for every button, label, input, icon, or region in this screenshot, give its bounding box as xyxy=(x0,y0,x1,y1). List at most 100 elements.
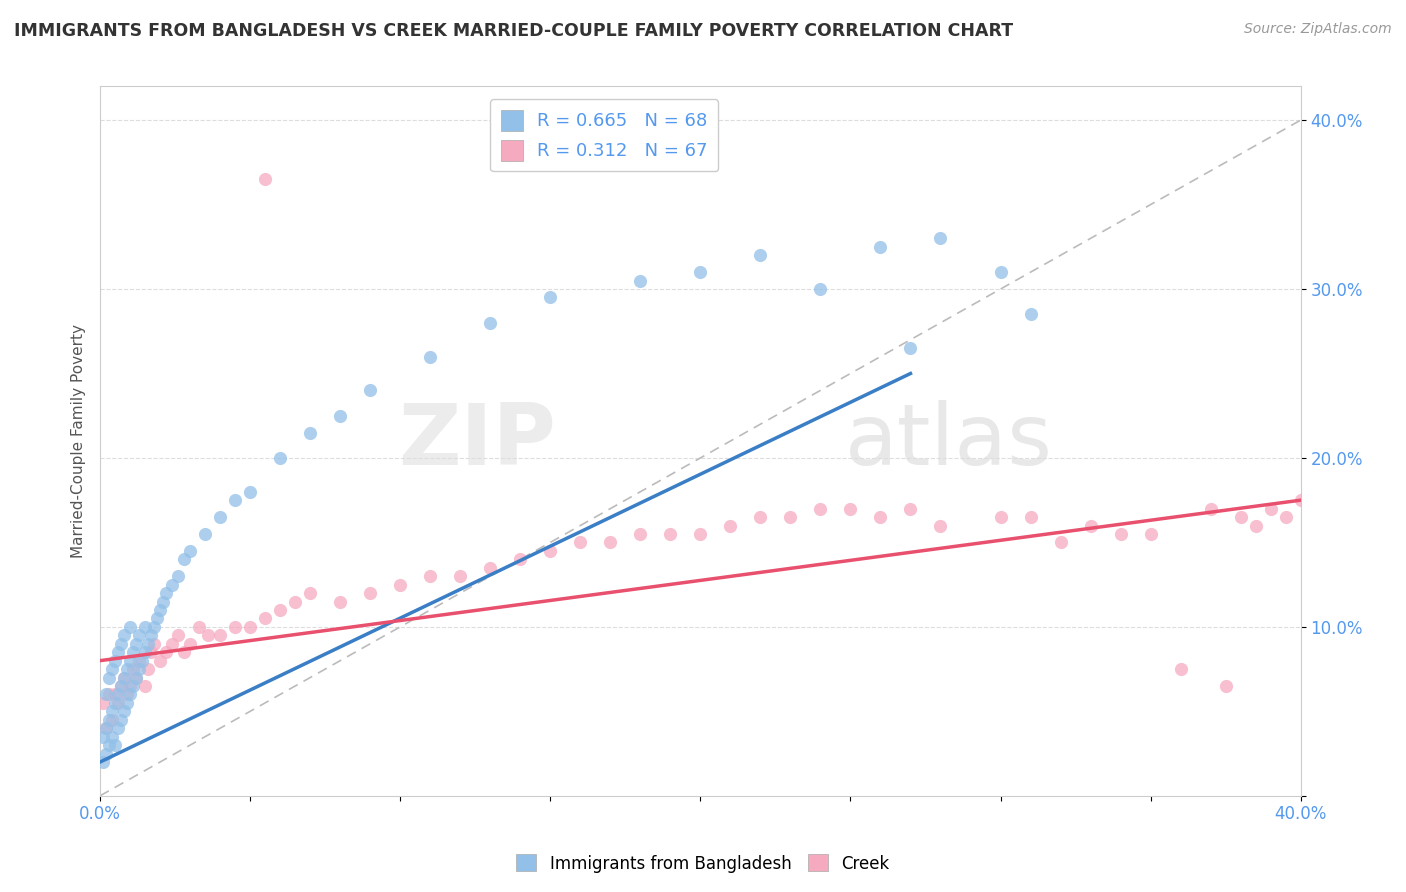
Point xyxy=(254,611,277,625)
Point xyxy=(125,637,148,651)
Point xyxy=(120,654,142,668)
Point xyxy=(136,662,159,676)
Point xyxy=(179,544,201,558)
Point xyxy=(141,645,163,659)
Point xyxy=(128,654,150,668)
Point xyxy=(810,501,832,516)
Point xyxy=(509,552,531,566)
Point xyxy=(1215,679,1237,693)
Point xyxy=(749,510,772,524)
Point xyxy=(155,586,177,600)
Point xyxy=(1229,510,1251,524)
Point xyxy=(869,510,891,524)
Point xyxy=(101,704,124,718)
Point xyxy=(94,721,117,735)
Point xyxy=(112,704,135,718)
Point xyxy=(990,510,1012,524)
Point xyxy=(107,687,129,701)
Point xyxy=(143,620,166,634)
Point xyxy=(98,671,121,685)
Point xyxy=(104,687,127,701)
Point xyxy=(91,730,114,744)
Point xyxy=(120,687,142,701)
Point xyxy=(1080,518,1102,533)
Point xyxy=(224,620,246,634)
Point xyxy=(91,755,114,769)
Point xyxy=(179,637,201,651)
Point xyxy=(107,721,129,735)
Point xyxy=(120,679,142,693)
Point xyxy=(1244,518,1267,533)
Point xyxy=(98,738,121,752)
Point xyxy=(1049,535,1071,549)
Point xyxy=(929,231,952,245)
Point xyxy=(112,671,135,685)
Text: atlas: atlas xyxy=(845,400,1053,483)
Point xyxy=(110,679,132,693)
Point xyxy=(1139,527,1161,541)
Point xyxy=(224,493,246,508)
Point xyxy=(329,594,352,608)
Point xyxy=(299,586,322,600)
Point xyxy=(173,645,195,659)
Point xyxy=(128,628,150,642)
Point xyxy=(134,645,156,659)
Point xyxy=(194,527,217,541)
Point xyxy=(149,603,172,617)
Point xyxy=(136,637,159,651)
Point xyxy=(94,747,117,761)
Point xyxy=(929,518,952,533)
Point xyxy=(112,671,135,685)
Text: Source: ZipAtlas.com: Source: ZipAtlas.com xyxy=(1244,22,1392,37)
Point xyxy=(107,696,129,710)
Point xyxy=(419,569,441,583)
Point xyxy=(110,637,132,651)
Point xyxy=(990,265,1012,279)
Point xyxy=(359,586,381,600)
Point xyxy=(419,350,441,364)
Point xyxy=(900,341,922,355)
Point xyxy=(538,544,561,558)
Point xyxy=(659,527,682,541)
Point xyxy=(125,671,148,685)
Point xyxy=(239,484,262,499)
Point xyxy=(449,569,471,583)
Point xyxy=(538,291,561,305)
Point xyxy=(122,645,145,659)
Point xyxy=(110,679,132,693)
Point xyxy=(779,510,801,524)
Point xyxy=(1109,527,1132,541)
Point xyxy=(94,721,117,735)
Point xyxy=(112,628,135,642)
Point xyxy=(131,654,153,668)
Point xyxy=(569,535,592,549)
Point xyxy=(155,645,177,659)
Point xyxy=(94,687,117,701)
Point xyxy=(284,594,307,608)
Point xyxy=(1199,501,1222,516)
Point xyxy=(269,603,291,617)
Point xyxy=(107,645,129,659)
Point xyxy=(146,611,169,625)
Text: IMMIGRANTS FROM BANGLADESH VS CREEK MARRIED-COUPLE FAMILY POVERTY CORRELATION CH: IMMIGRANTS FROM BANGLADESH VS CREEK MARR… xyxy=(14,22,1014,40)
Point xyxy=(628,527,651,541)
Point xyxy=(104,696,127,710)
Point xyxy=(389,577,412,591)
Point xyxy=(152,594,174,608)
Point xyxy=(134,679,156,693)
Point xyxy=(125,671,148,685)
Point xyxy=(128,662,150,676)
Point xyxy=(689,265,711,279)
Point xyxy=(115,687,138,701)
Point xyxy=(900,501,922,516)
Point xyxy=(122,679,145,693)
Point xyxy=(101,662,124,676)
Point xyxy=(479,316,502,330)
Point xyxy=(173,552,195,566)
Point xyxy=(160,577,183,591)
Point xyxy=(209,510,232,524)
Point xyxy=(104,738,127,752)
Point xyxy=(167,628,190,642)
Point xyxy=(134,620,156,634)
Point xyxy=(115,696,138,710)
